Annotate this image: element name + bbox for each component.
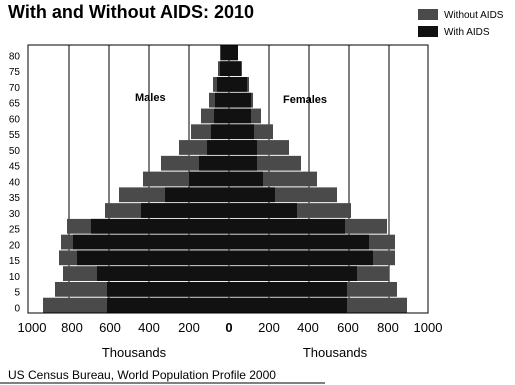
legend: Without AIDS With AIDS bbox=[418, 9, 504, 38]
x-tick-label: 1000 bbox=[18, 320, 47, 335]
y-tick-label: 30 bbox=[9, 209, 21, 220]
bar-male-with-aids bbox=[221, 45, 229, 61]
x-tick-label: 200 bbox=[258, 320, 280, 335]
source-note: US Census Bureau, World Population Profi… bbox=[8, 368, 276, 382]
bar-male-with-aids bbox=[165, 187, 229, 203]
bar-female-with-aids bbox=[229, 140, 257, 155]
y-tick-label: 65 bbox=[9, 99, 21, 110]
legend-swatch-with-aids bbox=[418, 26, 438, 37]
bar-male-with-aids bbox=[97, 266, 229, 281]
bars bbox=[43, 45, 407, 313]
x-tick-label: 800 bbox=[61, 320, 83, 335]
y-tick-label: 0 bbox=[14, 304, 20, 315]
bar-male-with-aids bbox=[199, 155, 229, 171]
x-tick-label: 0 bbox=[225, 320, 232, 335]
y-tick-label: 80 bbox=[9, 51, 21, 62]
legend-label-with-aids: With AIDS bbox=[444, 27, 490, 38]
y-tick-label: 45 bbox=[9, 162, 21, 173]
males-label: Males bbox=[135, 92, 166, 104]
bar-male-with-aids bbox=[189, 171, 229, 187]
plot-frame bbox=[27, 44, 429, 314]
x-tick-label: 400 bbox=[297, 320, 319, 335]
y-tick-label: 10 bbox=[9, 272, 21, 283]
bar-female-with-aids bbox=[229, 45, 238, 61]
bar-female-with-aids bbox=[229, 187, 275, 203]
bar-female-with-aids bbox=[229, 297, 347, 313]
y-tick-label: 35 bbox=[9, 193, 21, 204]
y-tick-labels: 0 5 10 15 20 25 30 35 40 45 50 55 60 65 70 75 80 bbox=[9, 51, 21, 314]
x-tick-label: 800 bbox=[377, 320, 399, 335]
bar-female-with-aids bbox=[229, 171, 263, 187]
chart-title: With and Without AIDS: 2010 bbox=[8, 2, 254, 22]
legend-label-without-aids: Without AIDS bbox=[444, 10, 504, 21]
x-tick-labels: 1000 800 600 400 200 0 200 400 600 800 1… bbox=[18, 320, 443, 335]
bar-male-with-aids bbox=[217, 77, 229, 92]
bar-male-with-aids bbox=[211, 124, 229, 140]
bar-male-with-aids bbox=[107, 297, 229, 313]
legend-swatch-without-aids bbox=[418, 9, 438, 20]
bar-female-with-aids bbox=[229, 281, 347, 297]
females-label: Females bbox=[283, 94, 327, 106]
bar-female-with-aids bbox=[229, 92, 251, 108]
y-tick-label: 5 bbox=[14, 288, 20, 299]
bar-female-with-aids bbox=[229, 124, 254, 140]
bar-male-with-aids bbox=[73, 234, 229, 250]
x-axis-label-right: Thousands bbox=[303, 345, 368, 360]
y-tick-label: 25 bbox=[9, 225, 21, 236]
x-tick-label: 400 bbox=[138, 320, 160, 335]
x-axis-label-left: Thousands bbox=[102, 345, 167, 360]
bar-female-with-aids bbox=[229, 203, 297, 218]
y-tick-label: 75 bbox=[9, 67, 21, 78]
bar-female-with-aids bbox=[229, 77, 247, 92]
bar-male-with-aids bbox=[215, 92, 229, 108]
bar-male-with-aids bbox=[107, 281, 229, 297]
x-tick-label: 600 bbox=[99, 320, 121, 335]
bar-male-with-aids bbox=[220, 61, 229, 77]
y-tick-label: 40 bbox=[9, 177, 21, 188]
bar-female-with-aids bbox=[229, 234, 369, 250]
bar-female-with-aids bbox=[229, 218, 345, 234]
bar-male-with-aids bbox=[91, 218, 229, 234]
y-tick-label: 20 bbox=[9, 240, 21, 251]
bar-female-with-aids bbox=[229, 108, 251, 124]
y-tick-label: 15 bbox=[9, 256, 21, 267]
bar-female-with-aids bbox=[229, 61, 241, 77]
x-tick-label: 600 bbox=[337, 320, 359, 335]
x-tick-label: 200 bbox=[178, 320, 200, 335]
bar-male-with-aids bbox=[207, 140, 229, 155]
bar-male-with-aids bbox=[214, 108, 229, 124]
bar-male-with-aids bbox=[141, 203, 229, 218]
y-tick-label: 50 bbox=[9, 146, 21, 157]
y-tick-label: 55 bbox=[9, 130, 21, 141]
x-tick-label: 1000 bbox=[414, 320, 443, 335]
bar-male-with-aids bbox=[77, 250, 229, 266]
bar-female-with-aids bbox=[229, 250, 373, 266]
y-tick-label: 60 bbox=[9, 114, 21, 125]
bar-female-with-aids bbox=[229, 155, 257, 171]
bar-female-with-aids bbox=[229, 266, 357, 281]
y-tick-label: 70 bbox=[9, 83, 21, 94]
